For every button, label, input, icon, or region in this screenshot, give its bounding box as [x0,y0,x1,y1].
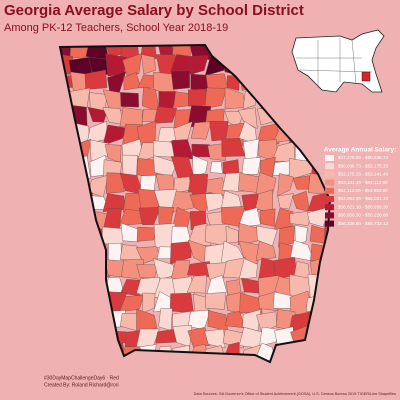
us-outline [291,29,385,93]
district [237,207,261,228]
district [204,291,227,310]
district [222,172,244,192]
us-inset [291,29,385,93]
legend-swatch [325,187,334,194]
district [210,161,223,174]
sources: Data Sources: GA Governor's Office of St… [194,392,396,396]
legend-label: $56,958.30 - $58,226.60 [338,213,389,218]
district [158,308,173,331]
district [153,106,178,124]
district [119,107,143,128]
district [102,124,127,146]
georgia-highlight [361,71,371,82]
district [204,87,227,109]
district [120,222,143,243]
district [87,106,108,123]
legend-label: $54,962.80 - $56,021.10 [338,196,389,201]
legend-swatch [325,171,334,178]
credit: Created By: Roland Richard@rori [44,382,119,388]
district [277,173,295,197]
title: Georgia Average Salary by School Distric… [4,2,304,19]
district [105,172,125,194]
district [237,107,258,129]
district [238,240,260,265]
legend: $47,278.00 - $50,836.73 $50,836.73 - $52,… [325,155,389,227]
district [172,325,193,348]
legend-swatch [325,155,334,161]
district [122,53,143,76]
district [259,208,276,227]
legend-label: $54,112.60 - $54,962.80 [338,188,388,193]
legend-swatch [325,163,334,170]
district [69,45,92,59]
legend-swatch [325,204,334,211]
district [136,308,158,331]
district [259,326,280,347]
state-lines [296,38,373,88]
legend-swatch [325,220,334,227]
district [169,292,194,314]
legend-label: $53,141.40 - $54,112.60 [338,180,388,185]
district [192,154,209,178]
district [171,45,194,60]
legend-label: $52,175.33 - $53,141.40 [338,172,389,177]
district [256,123,280,145]
subtitle: Among PK-12 Teachers, School Year 2018-1… [4,22,228,34]
district [277,193,294,210]
district [209,120,229,142]
district [84,69,108,90]
hashtag: #30DayMapChallengeDay6 · Red [44,375,119,381]
district [142,292,156,314]
legend-swatch [325,179,334,186]
district [141,54,156,75]
district [241,157,262,175]
legend-label: $50,836.73 - $52,175.33 [338,163,389,168]
district [307,206,329,228]
district [153,189,177,213]
legend-label: $56,021.10 - $56,958.30 [338,204,389,209]
legend-swatch [325,196,334,202]
district [138,207,161,226]
district [136,264,159,279]
district [170,70,190,90]
district [238,258,258,280]
legend-label: $47,278.00 - $50,836.73 [338,155,389,160]
district [141,45,157,60]
district [119,294,145,313]
legend-swatch [325,212,334,219]
legend-title: Average Annual Salary: [324,147,397,154]
district [237,222,263,246]
legend-label: $58,226.60 - $65,733.13 [338,221,389,226]
district [255,240,277,261]
state-outline [58,43,332,364]
district [204,328,226,349]
district [239,292,263,314]
district [188,55,209,74]
district [187,88,207,107]
district [289,210,314,226]
district [207,143,226,161]
district [120,92,139,108]
district [190,121,212,140]
district [186,274,207,294]
district [170,191,194,213]
district [294,224,308,245]
district [187,327,211,348]
district [170,241,192,265]
